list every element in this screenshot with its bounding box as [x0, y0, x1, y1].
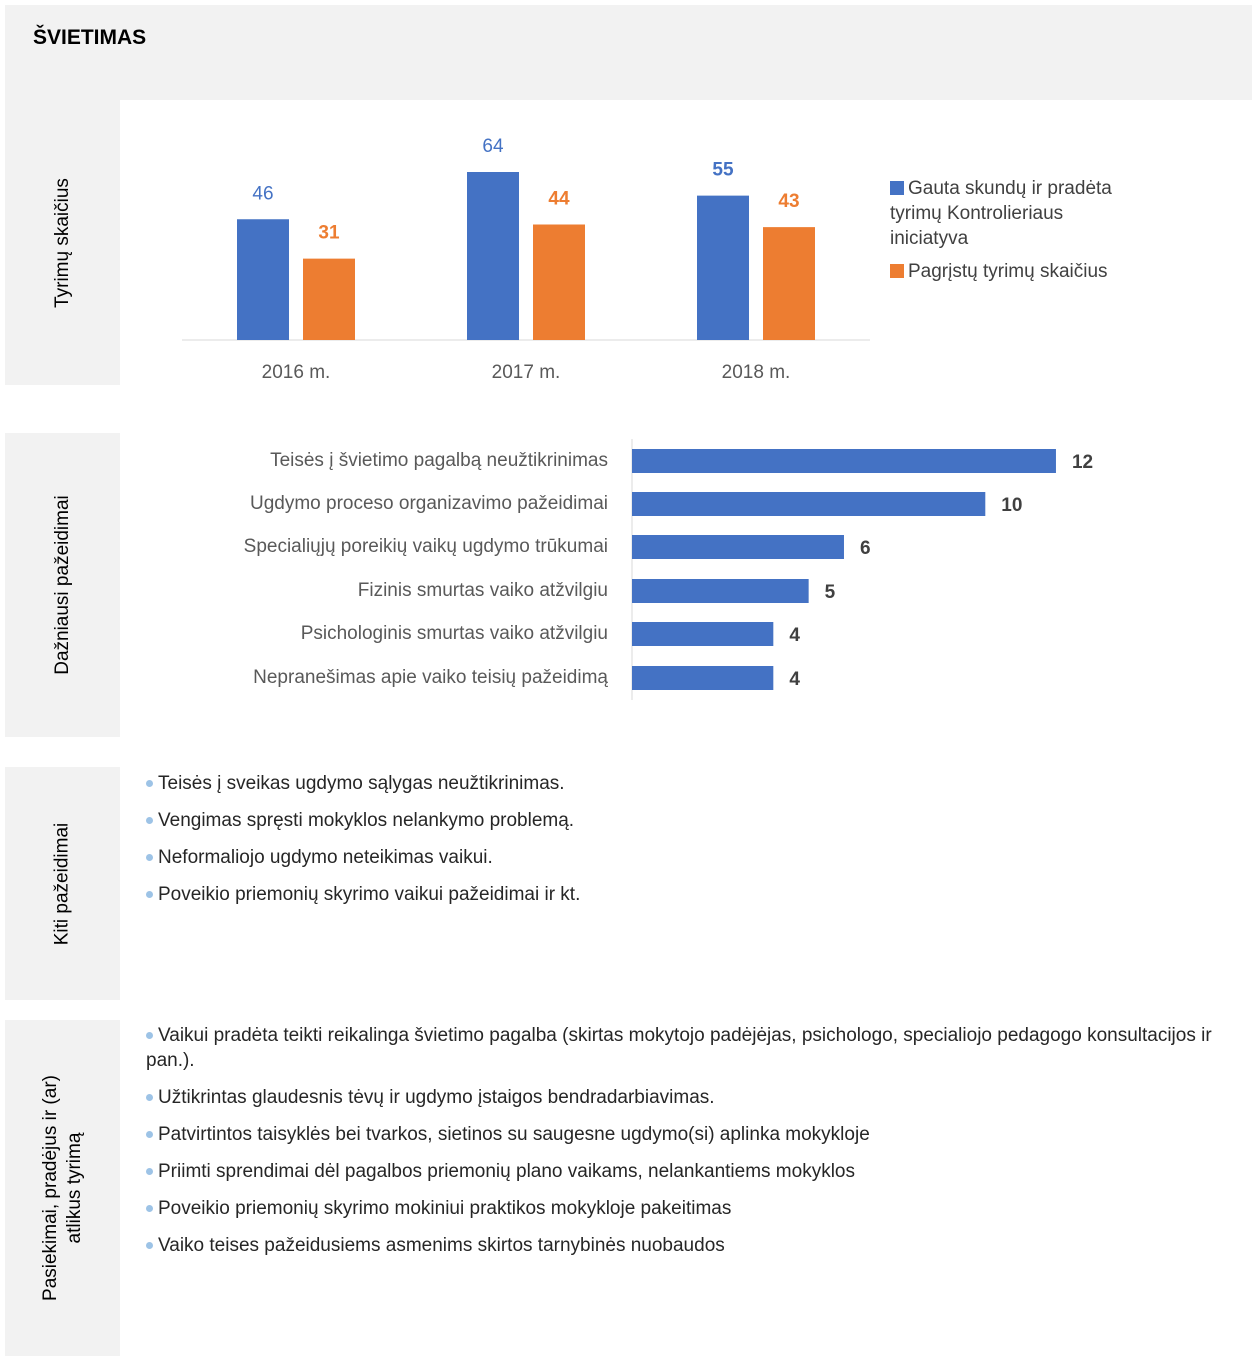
section-band	[5, 100, 120, 385]
list-item: Vaikui pradėta teikti reikalinga švietim…	[146, 1023, 1258, 1073]
data-label: 44	[548, 189, 570, 210]
data-label: 4	[789, 625, 800, 646]
legend-swatch	[890, 181, 904, 195]
bullet	[146, 780, 153, 788]
label-line: Kiti pažeidimai	[51, 822, 73, 945]
y-tick-label: Ugdymo proceso organizavimo pažeidimai	[250, 493, 608, 514]
list: Teisės į sveikas ugdymo sąlygas neužtikr…	[146, 771, 1246, 919]
bullet	[146, 1094, 153, 1102]
x-tick-label: 2018 m.	[722, 362, 791, 383]
data-label: 12	[1072, 452, 1093, 473]
list-item: Poveikio priemonių skyrimo vaikui pažeid…	[146, 882, 1246, 907]
bullet	[146, 817, 153, 825]
section-label-text: Kiti pažeidimai	[51, 822, 75, 945]
item-text: Užtikrintas glaudesnis tėvų ir ugdymo įs…	[158, 1087, 715, 1108]
list-item: Vaiko teises pažeidusiems asmenims skirt…	[146, 1233, 1258, 1258]
data-label: 4	[789, 669, 800, 690]
bar	[632, 535, 844, 559]
section-label: Tyrimų skaičius	[5, 100, 120, 385]
bullet	[146, 854, 153, 862]
label-line: atlikus tyrimą	[63, 1132, 85, 1244]
item-text: Priimti sprendimai dėl pagalbos priemoni…	[158, 1161, 855, 1182]
data-label: 31	[318, 223, 340, 244]
label-line: Tyrimų skaičius	[51, 177, 73, 308]
section-band	[5, 433, 120, 737]
bar	[632, 492, 986, 516]
item-text: Poveikio priemonių skyrimo vaikui pažeid…	[158, 884, 581, 905]
bullet	[146, 891, 153, 899]
item-text: Patvirtintos taisyklės bei tvarkos, siet…	[158, 1124, 870, 1145]
y-tick-label: Nepranešimas apie vaiko teisių pažeidimą	[253, 667, 608, 688]
data-label: 43	[778, 191, 799, 212]
list-item: Vengimas spręsti mokyklos nelankymo prob…	[146, 808, 1246, 833]
x-tick-label: 2017 m.	[492, 362, 561, 383]
label-line: Pasiekimai, pradėjus ir (ar)	[39, 1075, 61, 1301]
x-tick-label: 2016 m.	[262, 362, 331, 383]
y-tick-label: Teisės į švietimo pagalbą neužtikrinimas	[270, 450, 608, 471]
item-text: Neformaliojo ugdymo neteikimas vaikui.	[158, 847, 493, 868]
section-band	[5, 767, 120, 1000]
data-label: 46	[252, 183, 273, 204]
bar	[303, 258, 355, 340]
bar	[632, 622, 774, 646]
bar	[763, 227, 815, 340]
bar	[697, 195, 749, 340]
legend-entry: Gauta skundų ir pradėta tyrimų Kontrolie…	[890, 176, 1140, 251]
bullet	[146, 1205, 153, 1213]
section-label: Dažniausi pažeidimai	[5, 433, 120, 737]
list-item: Neformaliojo ugdymo neteikimas vaikui.	[146, 845, 1246, 870]
list-item: Poveikio priemonių skyrimo mokiniui prak…	[146, 1196, 1258, 1221]
section-label: Pasiekimai, pradėjus ir (ar) atlikus tyri…	[5, 1020, 120, 1356]
item-text: Vaikui pradėta teikti reikalinga švietim…	[146, 1025, 1212, 1071]
header-band	[5, 5, 1252, 100]
bullet	[146, 1032, 153, 1040]
data-label: 5	[825, 582, 836, 603]
item-text: Poveikio priemonių skyrimo mokiniui prak…	[158, 1198, 732, 1219]
y-tick-label: Psichologinis smurtas vaiko atžvilgiu	[301, 623, 608, 644]
data-label: 6	[860, 538, 871, 559]
section-label-text: Pasiekimai, pradėjus ir (ar) atlikus tyri…	[39, 1075, 87, 1301]
legend-text: Pagrįstų tyrimų skaičius	[908, 261, 1108, 282]
bar	[237, 219, 289, 340]
list: Vaikui pradėta teikti reikalinga švietim…	[146, 1023, 1258, 1270]
list-item: Patvirtintos taisyklės bei tvarkos, siet…	[146, 1122, 1258, 1147]
item-text: Vengimas spręsti mokyklos nelankymo prob…	[158, 810, 575, 831]
legend-entry: Pagrįstų tyrimų skaičius	[890, 259, 1140, 284]
legend: Gauta skundų ir pradėta tyrimų Kontrolie…	[890, 176, 1140, 284]
item-text: Vaiko teises pažeidusiems asmenims skirt…	[158, 1235, 725, 1256]
bar	[533, 224, 585, 340]
bar	[632, 449, 1056, 473]
data-label: 64	[482, 136, 504, 157]
data-label: 55	[712, 160, 734, 181]
y-tick-label: Fizinis smurtas vaiko atžvilgiu	[358, 580, 608, 601]
legend-swatch	[890, 264, 904, 278]
bar	[632, 579, 809, 603]
section-label-text: Dažniausi pažeidimai	[51, 495, 75, 675]
list-item: Užtikrintas glaudesnis tėvų ir ugdymo įs…	[146, 1085, 1258, 1110]
label-line: Dažniausi pažeidimai	[51, 495, 73, 675]
bullet	[146, 1168, 153, 1176]
y-tick-label: Specialiųjų poreikių vaikų ugdymo trūkum…	[244, 536, 608, 557]
page-title: ŠVIETIMAS	[33, 26, 147, 49]
bullet	[146, 1131, 153, 1139]
data-label: 10	[1001, 495, 1022, 516]
list-item: Priimti sprendimai dėl pagalbos priemoni…	[146, 1159, 1258, 1184]
legend-text: Gauta skundų ir pradėta tyrimų Kontrolie…	[890, 178, 1112, 249]
bar	[467, 172, 519, 340]
item-text: Teisės į sveikas ugdymo sąlygas neužtikr…	[158, 773, 565, 794]
list-item: Teisės į sveikas ugdymo sąlygas neužtikr…	[146, 771, 1246, 796]
bullet	[146, 1242, 153, 1250]
section-label: Kiti pažeidimai	[5, 767, 120, 1000]
bar	[632, 666, 774, 690]
section-band	[5, 1020, 120, 1356]
section-label-text: Tyrimų skaičius	[51, 178, 75, 308]
